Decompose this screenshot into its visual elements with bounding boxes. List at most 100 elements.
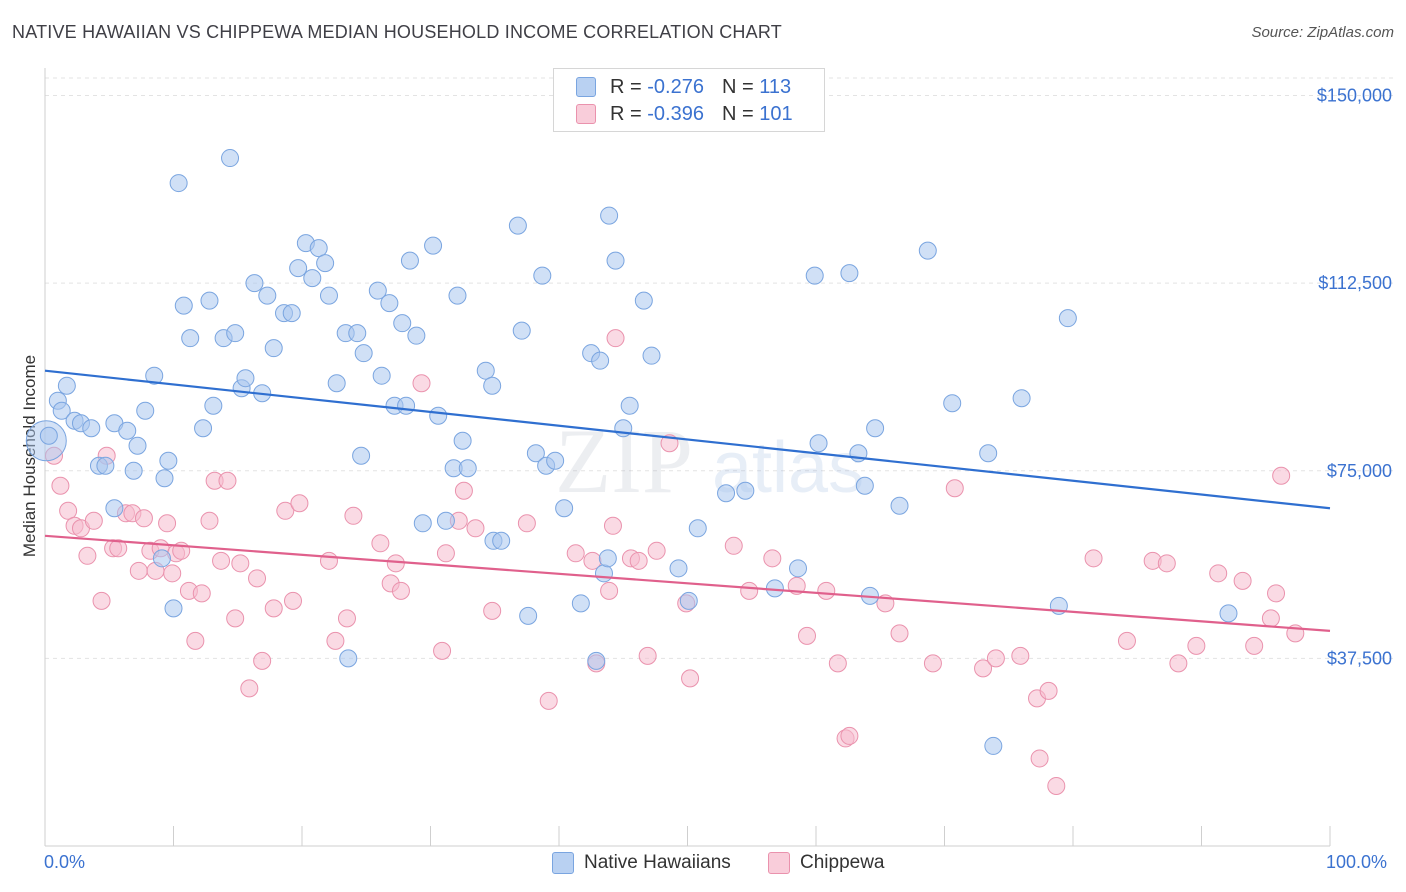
- x-tick-label-max: 100.0%: [1326, 852, 1388, 872]
- chippewa-point: [603, 516, 622, 535]
- chippewa-point: [647, 541, 666, 560]
- chippewa-point: [284, 591, 303, 610]
- native-hawaiians-point: [264, 339, 283, 358]
- chippewa-point: [1209, 564, 1228, 583]
- chippewa-point: [1084, 549, 1103, 568]
- chippewa-point: [186, 631, 205, 650]
- chippewa-point: [436, 544, 455, 563]
- native-hawaiians-point: [1012, 389, 1031, 408]
- native-hawaiians-point: [533, 266, 552, 285]
- native-hawaiians-point: [840, 264, 859, 283]
- native-hawaiians-trend-line: [44, 369, 1331, 510]
- native-hawaiians-point: [476, 361, 495, 380]
- chippewa-point: [890, 624, 909, 643]
- chippewa-point: [483, 601, 502, 620]
- source-label: Source: ZipAtlas.com: [1251, 24, 1394, 41]
- chippewa-point: [840, 726, 859, 745]
- chippewa-trend-line: [44, 534, 1331, 632]
- y-tick-label: $75,000: [1327, 461, 1392, 481]
- native-hawaiians-point: [258, 286, 277, 305]
- native-hawaiians-point: [289, 259, 308, 278]
- native-hawaiians-point: [620, 396, 639, 415]
- legend-n-value: 113: [759, 75, 792, 98]
- chippewa-point: [1187, 636, 1206, 655]
- trend-lines: [44, 369, 1331, 632]
- series-legend-native-hawaiians[interactable]: Native Hawaiians: [552, 852, 731, 874]
- native-hawaiians-point: [164, 599, 183, 618]
- native-hawaiians-point: [145, 366, 164, 385]
- chippewa-point: [371, 534, 390, 553]
- chippewa-point: [84, 511, 103, 530]
- chippewa-point: [600, 581, 619, 600]
- chippewa-point: [1117, 631, 1136, 650]
- native-hawaiians-point: [483, 376, 502, 395]
- legend-r-label: R =: [610, 102, 642, 125]
- watermark: ZIP atlas: [555, 410, 864, 512]
- chippewa-point: [337, 609, 356, 628]
- chippewa-point: [1267, 584, 1286, 603]
- chippewa-point: [763, 549, 782, 568]
- legend-row-chippewa: R = -0.396 N = 101: [576, 102, 793, 126]
- y-tick-label: $112,500: [1318, 273, 1392, 293]
- native-hawaiians-point: [606, 251, 625, 270]
- chippewa-point: [212, 551, 231, 570]
- chippewa-point: [109, 539, 128, 558]
- chippewa-point: [539, 691, 558, 710]
- chippewa-point: [129, 561, 148, 580]
- y-tick-labels: $37,500 $75,000 $112,500 $150,000: [1317, 86, 1392, 669]
- chippewa-point: [740, 581, 759, 600]
- native-hawaiians-point: [52, 401, 71, 420]
- native-hawaiians-point: [159, 451, 178, 470]
- y-tick-label: $150,000: [1317, 86, 1392, 106]
- native-hawaiians-point: [1058, 309, 1077, 328]
- native-hawaiians-point: [866, 419, 885, 438]
- chart-title: NATIVE HAWAIIAN VS CHIPPEWA MEDIAN HOUSE…: [12, 22, 782, 42]
- series-label: Chippewa: [800, 852, 885, 873]
- chippewa-point: [51, 476, 70, 495]
- watermark-atlas: atlas: [712, 428, 864, 508]
- chippewa-point: [240, 679, 259, 698]
- native-hawaiians-point: [979, 444, 998, 463]
- native-hawaiians-point: [594, 564, 613, 583]
- chippewa-point: [681, 669, 700, 688]
- chippewa-point: [248, 569, 267, 588]
- native-hawaiians-point: [245, 274, 264, 293]
- native-hawaiians-point: [39, 426, 58, 445]
- native-hawaiians-point: [448, 286, 467, 305]
- chippewa-point: [433, 641, 452, 660]
- chippewa-point: [231, 554, 250, 573]
- native-hawaiians-point: [789, 559, 808, 578]
- native-hawaiians-point: [736, 481, 755, 500]
- chippewa-point: [276, 501, 295, 520]
- chippewa-point: [92, 591, 111, 610]
- chippewa-point: [134, 509, 153, 528]
- native-hawaiians-point: [380, 294, 399, 313]
- native-hawaiians-point: [890, 496, 909, 515]
- chippewa-point: [264, 599, 283, 618]
- legend-n-label: N =: [721, 102, 754, 125]
- chippewa-point: [163, 564, 182, 583]
- series-legend-chippewa[interactable]: Chippewa: [768, 852, 885, 874]
- native-hawaiians-point: [492, 531, 511, 550]
- chippewa-point: [566, 544, 585, 563]
- native-hawaiians-point: [57, 376, 76, 395]
- chippewa-point: [1233, 571, 1252, 590]
- series-legend: Native Hawaiians Chippewa: [0, 852, 1406, 876]
- y-tick-label: $37,500: [1327, 648, 1392, 668]
- grid-lines: [45, 77, 1395, 659]
- native-hawaiians-point: [316, 254, 335, 273]
- native-hawaiians-point: [555, 499, 574, 518]
- chippewa-point: [1169, 654, 1188, 673]
- chippewa-point: [1039, 681, 1058, 700]
- native-hawaiians-points: [25, 149, 1238, 755]
- native-hawaiians-point: [368, 281, 387, 300]
- native-hawaiians-point: [393, 314, 412, 333]
- native-hawaiians-point: [526, 444, 545, 463]
- native-hawaiians-point: [105, 499, 124, 518]
- native-hawaiians-point: [519, 606, 538, 625]
- chippewa-point: [226, 609, 245, 628]
- chippewa-point: [629, 551, 648, 570]
- chippewa-point: [386, 554, 405, 573]
- chippewa-point: [1261, 609, 1280, 628]
- chippewa-point: [945, 479, 964, 498]
